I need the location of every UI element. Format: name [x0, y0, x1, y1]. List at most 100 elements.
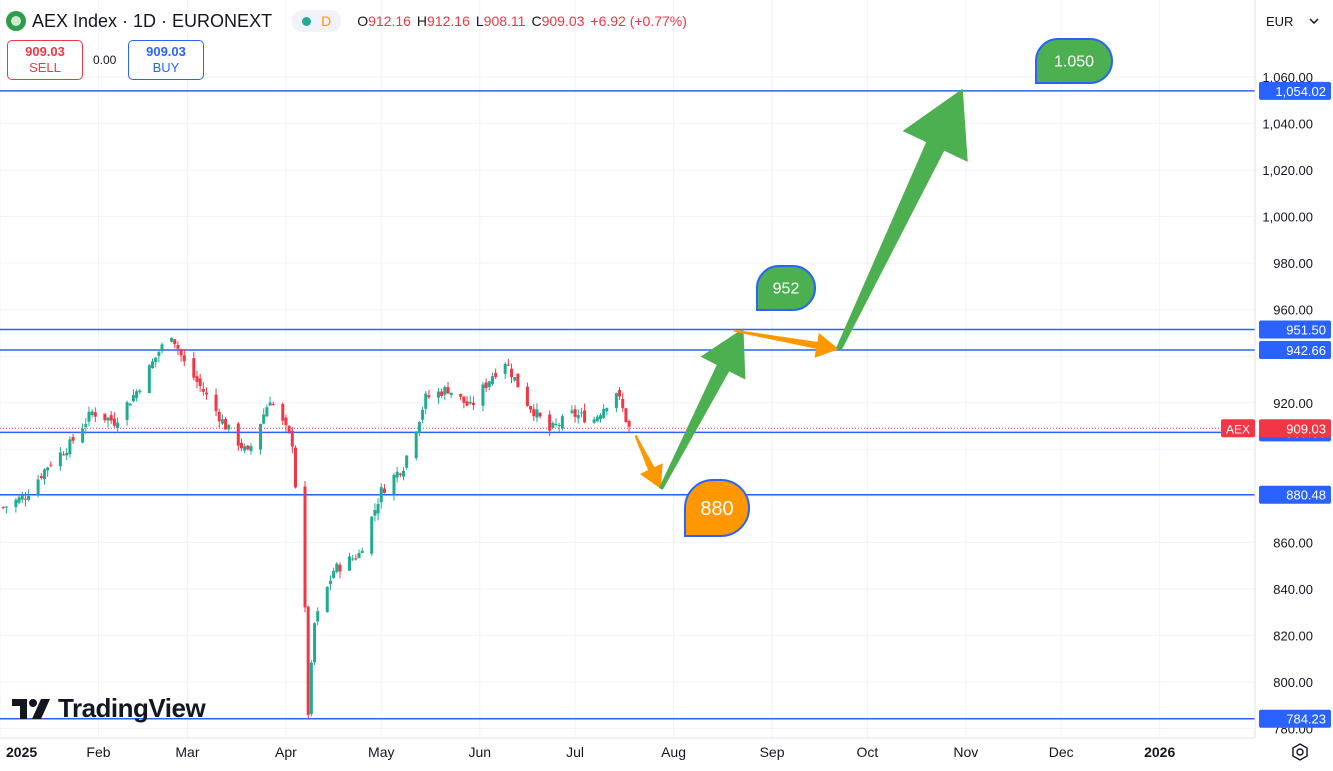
trend-arrow [634, 434, 663, 489]
level-tag-label: 951.50 [1286, 322, 1326, 337]
settings-gear-icon[interactable] [1288, 741, 1312, 763]
candle [427, 389, 431, 399]
symbol-title[interactable]: AEX Index · 1D · EURONEXT [32, 10, 273, 31]
x-tick-label: Dec [1049, 744, 1074, 760]
candle-body [557, 425, 561, 427]
candle [440, 388, 444, 398]
annot-layer: 880 952 1.050 [634, 38, 1114, 537]
candle-body [293, 447, 297, 488]
sell-button[interactable]: 909.03 SELL [7, 40, 83, 80]
candle-body [576, 415, 580, 419]
candle [421, 406, 425, 424]
candle-body [395, 471, 399, 478]
buy-price: 909.03 [146, 44, 186, 59]
candle-body [106, 417, 110, 421]
candle [506, 358, 510, 366]
tradingview-logo-icon [12, 698, 50, 719]
candle [529, 405, 533, 414]
candle [154, 357, 158, 368]
candle [249, 443, 253, 455]
candle [306, 605, 310, 720]
candle [532, 404, 536, 422]
candle-body [494, 372, 498, 378]
candle-body [427, 395, 431, 398]
candle-body [87, 411, 91, 422]
candle-body [595, 416, 599, 422]
candle-body [449, 392, 453, 395]
level-tag [1259, 320, 1331, 339]
candle-body [554, 424, 558, 426]
x-tick-label: Nov [953, 744, 978, 760]
candle [4, 505, 8, 514]
candle-body [154, 357, 158, 363]
candle [93, 407, 97, 422]
candle-body [459, 393, 463, 397]
candle-body [487, 381, 491, 388]
candle [192, 351, 196, 381]
y-tick-label: 820.00 [1273, 628, 1313, 643]
candle [46, 466, 50, 477]
candle [313, 622, 317, 665]
candle [424, 391, 428, 414]
level-tag-label: 784.23 [1286, 712, 1326, 727]
candle-body [370, 516, 374, 554]
x-tick-label: 2025 [6, 744, 37, 760]
spread-value: 0.00 [93, 53, 117, 67]
candle-body [4, 506, 8, 508]
trend-arrow [733, 329, 839, 358]
chevron-down-icon [1309, 18, 1319, 24]
candle [554, 418, 558, 427]
level-tag [1259, 341, 1331, 360]
candle-body [176, 345, 180, 349]
candle [179, 348, 183, 362]
candle-body [39, 476, 43, 479]
candle-body [532, 409, 536, 417]
buy-button[interactable]: 909.03 BUY [128, 40, 204, 80]
candle [354, 554, 358, 561]
candle [293, 445, 297, 489]
candle-body [103, 413, 107, 421]
candle-body [271, 403, 275, 405]
candle [65, 448, 69, 461]
candle-body [373, 509, 377, 516]
candle-body [170, 337, 174, 342]
candle [468, 395, 472, 406]
candle-body [17, 497, 21, 503]
market-status-pill[interactable]: D [292, 10, 342, 32]
candle-body [93, 412, 97, 417]
x-tick-label: Oct [856, 744, 878, 760]
candle-body [262, 414, 266, 424]
candle-body [198, 378, 202, 386]
candle-body [332, 570, 336, 579]
candle-body [214, 394, 218, 412]
candle [487, 380, 491, 391]
candle [138, 388, 142, 395]
symbol-tag [1221, 419, 1255, 438]
candle [116, 417, 120, 434]
candle [290, 426, 294, 454]
currency-selector[interactable]: EUR [1256, 6, 1333, 36]
candle-body [421, 409, 425, 420]
candle-body [354, 558, 358, 560]
candle-body [71, 436, 75, 441]
candle [160, 342, 164, 354]
candle [176, 341, 180, 356]
candle-body [42, 469, 46, 480]
candle [332, 567, 336, 579]
candle [525, 382, 529, 407]
candle [398, 472, 402, 478]
y-tick-label: 1,040.00 [1262, 117, 1313, 132]
candle [62, 451, 66, 456]
candle [103, 413, 107, 423]
candle-body [379, 487, 383, 503]
candle [462, 396, 466, 409]
candle [443, 385, 447, 400]
candle [513, 376, 517, 382]
candle-body [157, 352, 161, 356]
candle-body [217, 411, 221, 422]
candle [357, 549, 361, 559]
candle-body [90, 411, 94, 416]
candle-body [468, 402, 472, 404]
candle-body [538, 412, 542, 417]
